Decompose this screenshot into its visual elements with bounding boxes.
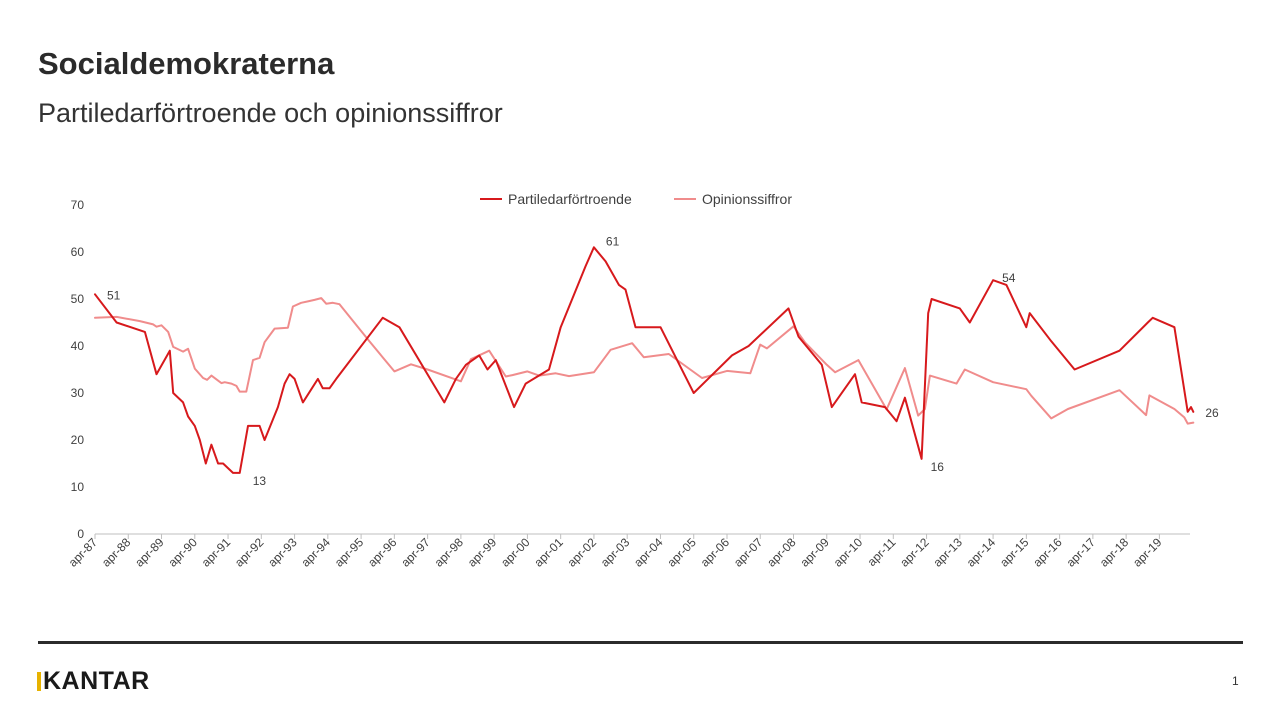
page-number: 1 [1232,674,1239,688]
x-tick-label: apr-04 [631,535,666,570]
y-axis-ticks: 0 10 20 30 40 50 60 70 [71,198,85,541]
x-tick-label: apr-18 [1097,535,1132,570]
legend-label: Opinionssiffror [702,191,792,207]
logo-text: KANTAR [43,667,150,695]
x-tick-label: apr-88 [99,535,134,570]
x-tick-label: apr-11 [865,535,899,569]
series-line-partiledarförtroende [94,246,1195,474]
x-tick-label: apr-03 [598,535,633,570]
x-tick-label: apr-06 [698,535,733,570]
data-label: 13 [253,474,267,488]
x-tick-label: apr-05 [664,535,699,570]
y-tick-label: 20 [71,433,85,447]
data-label: 26 [1205,406,1219,420]
kantar-logo: KANTAR [37,668,150,694]
x-tick-label: apr-07 [731,535,766,570]
y-tick-label: 70 [71,198,85,212]
x-tick-label: apr-90 [165,535,200,570]
y-tick-label: 10 [71,480,85,494]
x-tick-label: apr-08 [764,535,799,570]
x-tick-label: apr-98 [432,535,467,570]
slide-title: Socialdemokraterna [38,46,335,81]
x-tick-label: apr-13 [931,535,966,570]
data-label: 51 [107,288,121,302]
x-axis-ticks: apr-87apr-88apr-89apr-90apr-91apr-92apr-… [66,534,1165,570]
x-tick-label: apr-16 [1030,535,1065,570]
x-tick-label: apr-94 [299,535,334,570]
x-tick-label: apr-96 [365,535,400,570]
x-tick-label: apr-00 [498,535,533,570]
x-tick-label: apr-01 [531,535,566,570]
data-label: 16 [931,460,945,474]
x-tick-label: apr-12 [897,535,932,570]
line-chart: 0 10 20 30 40 50 60 70 apr-87apr-88apr-89apr-90… [66,191,1219,570]
x-tick-label: apr-97 [398,535,433,570]
x-tick-label: apr-15 [997,535,1032,570]
x-tick-label: apr-92 [232,535,267,570]
footer-divider [38,641,1243,644]
x-tick-label: apr-93 [265,535,300,570]
x-tick-label: apr-02 [565,535,600,570]
x-tick-label: apr-14 [964,535,999,570]
x-tick-label: apr-17 [1064,535,1099,570]
y-tick-label: 0 [77,527,84,541]
logo-accent-mark [37,671,41,691]
x-tick-label: apr-89 [132,535,167,570]
y-tick-label: 60 [71,245,85,259]
x-tick-label: apr-09 [797,535,832,570]
x-tick-label: apr-95 [332,535,367,570]
data-label: 61 [606,234,620,248]
y-tick-label: 30 [71,386,85,400]
x-tick-label: apr-91 [199,535,234,570]
legend: Partiledarförtroende Opinionssiffror [480,191,792,207]
y-tick-label: 40 [71,339,85,353]
x-tick-label: apr-10 [831,535,866,570]
slide-subtitle: Partiledarförtroende och opinionssiffror [38,98,503,128]
x-tick-label: apr-19 [1130,535,1165,570]
x-tick-label: apr-99 [465,535,500,570]
data-label: 54 [1002,271,1016,285]
series-layer [94,246,1195,474]
legend-label: Partiledarförtroende [508,191,632,207]
y-tick-label: 50 [71,292,85,306]
data-labels: 51 13 61 16 54 26 [107,234,1219,488]
